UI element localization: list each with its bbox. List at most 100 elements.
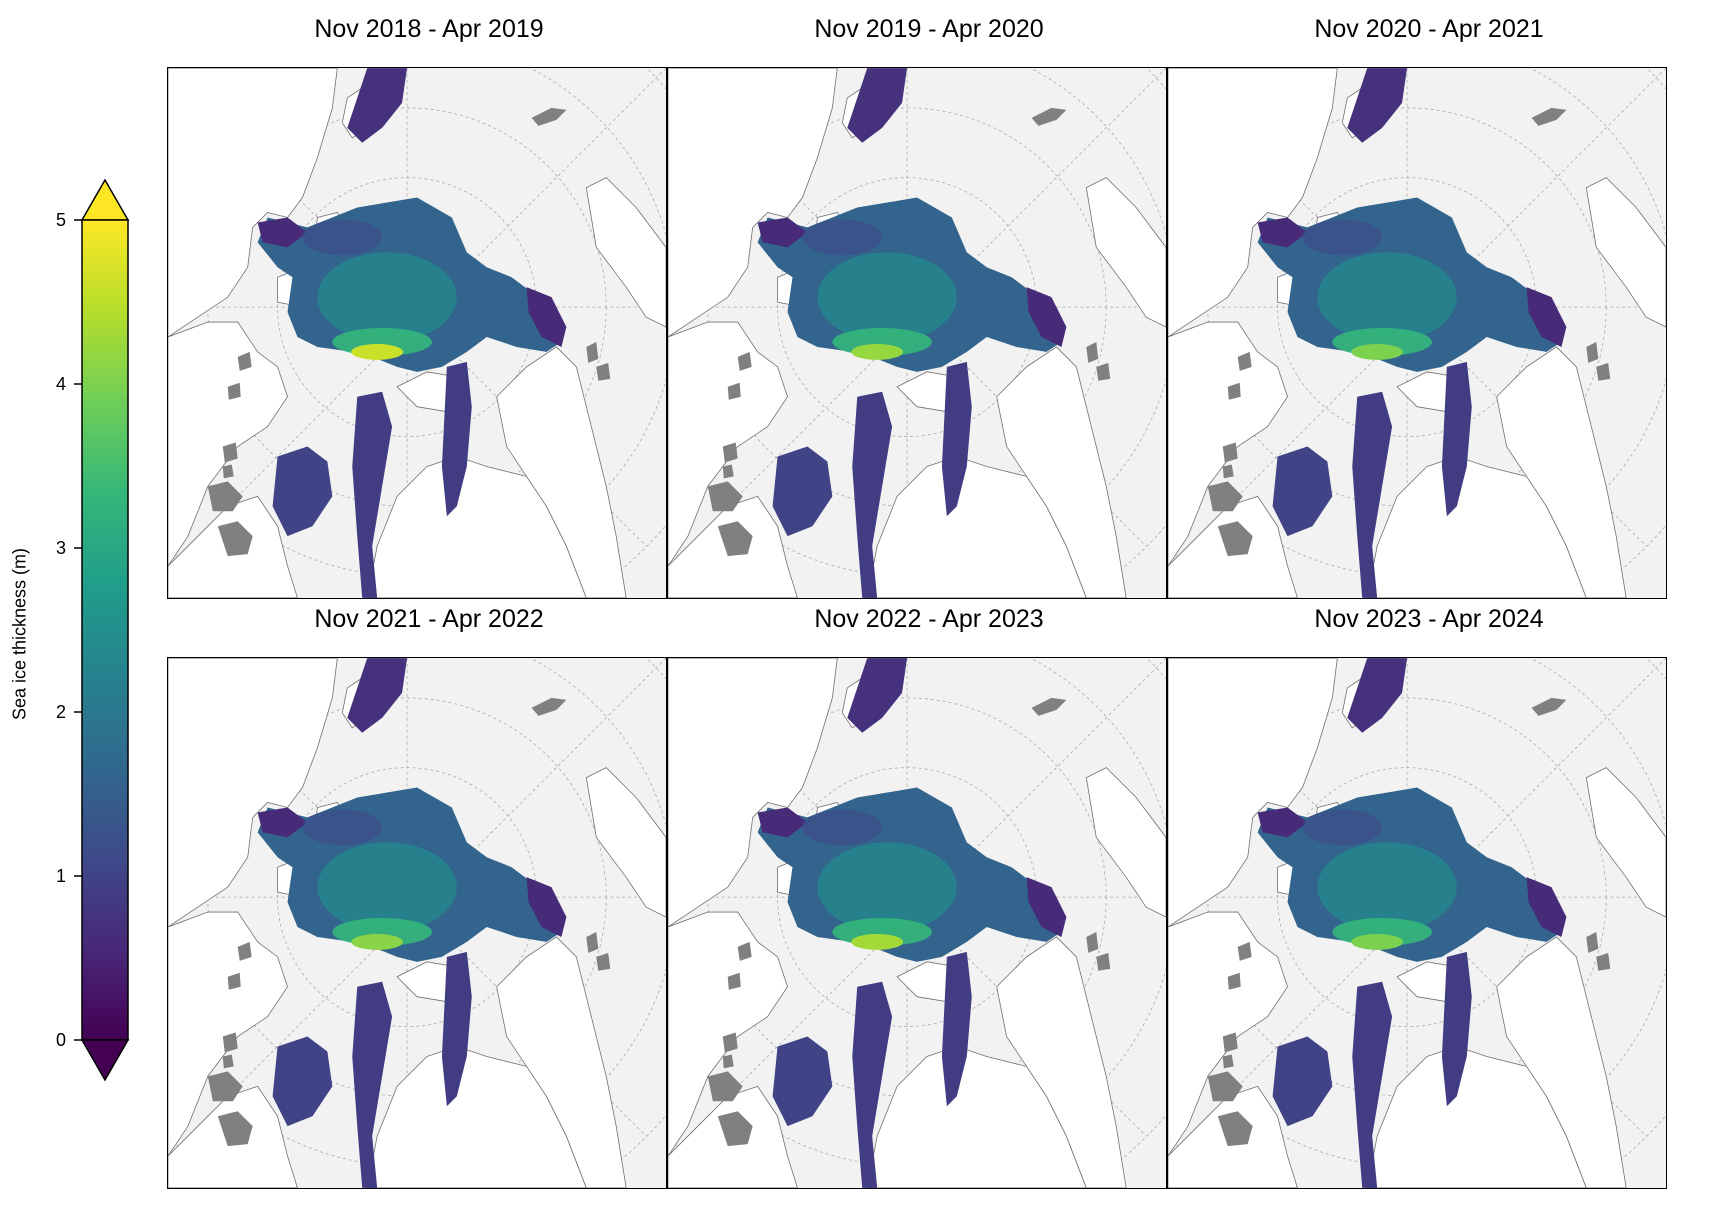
island [1222,1032,1238,1053]
panel-title: Nov 2019 - Apr 2020 [814,15,1044,43]
sea-ice [757,68,1067,598]
island [217,521,253,557]
colorbar-extend-bottom [80,1039,130,1082]
island [222,1054,234,1069]
island [1531,107,1567,126]
land [585,177,666,328]
island [207,1071,243,1102]
island [1031,107,1067,126]
island [1086,931,1099,953]
land [496,936,627,1188]
map-panel-2019 [667,67,1167,599]
land [1168,321,1288,567]
map-svg [668,68,1166,598]
land [668,68,838,338]
island [1531,697,1567,716]
map-svg [168,68,666,598]
island [707,1071,743,1102]
colorbar-body [81,219,129,1041]
island [1207,481,1243,512]
sea-ice [1257,658,1567,1188]
colorbar-label: Sea ice thickness (m) [9,547,30,721]
colorbar-extend-top [80,178,130,221]
island [586,341,599,363]
colorbar-tick-label: 3 [55,538,66,558]
island [727,972,741,990]
land [1496,346,1627,598]
panel-title: Nov 2022 - Apr 2023 [814,605,1044,633]
island [1086,341,1099,363]
map-svg [1168,658,1666,1188]
map-panel-2020 [1167,67,1667,599]
land [1168,68,1338,338]
island [586,931,599,953]
land [1168,658,1338,928]
island [1222,1054,1234,1069]
colorbar [70,175,160,1095]
island [217,1111,253,1147]
island [596,362,611,381]
map-panel-2018 [167,67,667,599]
island [222,464,234,479]
island [1217,1111,1253,1147]
land [1085,177,1166,328]
panel-title: Nov 2021 - Apr 2022 [314,605,544,633]
island [1222,442,1238,463]
island [1586,341,1599,363]
island [1207,1071,1243,1102]
island [722,1032,738,1053]
island [1096,362,1111,381]
land [1085,767,1166,918]
panel-title: Nov 2018 - Apr 2019 [314,15,544,43]
colorbar-tick-label: 4 [55,374,66,394]
land [1585,177,1666,328]
island [1227,382,1241,400]
island [717,1111,753,1147]
island [1096,952,1111,971]
sea-ice [257,68,567,598]
island [1031,697,1067,716]
map-panel-2021 [167,657,667,1189]
island [531,107,567,126]
island [1237,351,1252,371]
land [668,658,838,928]
island [222,442,238,463]
colorbar-tick-label: 2 [55,702,66,722]
island [722,1054,734,1069]
land [668,911,788,1157]
land [1496,936,1627,1188]
sea-ice [1257,68,1567,598]
island [722,442,738,463]
island [237,941,252,961]
sea-ice [757,658,1067,1188]
island [1596,362,1611,381]
island [596,952,611,971]
island [237,351,252,371]
land [668,321,788,567]
island [727,382,741,400]
island [737,941,752,961]
island [1237,941,1252,961]
land [1585,767,1666,918]
island [531,697,567,716]
panel-title: Nov 2023 - Apr 2024 [1314,605,1544,633]
island [707,481,743,512]
map-panel-2023 [1167,657,1667,1189]
island [227,972,241,990]
island [1222,464,1234,479]
land [996,936,1127,1188]
island [722,464,734,479]
island [1586,931,1599,953]
map-svg [1168,68,1666,598]
island [227,382,241,400]
land [585,767,666,918]
island [207,481,243,512]
land [1168,911,1288,1157]
colorbar-svg [74,178,130,1082]
colorbar-tick-label: 0 [55,1030,66,1050]
map-panel-2022 [667,657,1167,1189]
land [168,911,288,1157]
map-svg [668,658,1166,1188]
island [1217,521,1253,557]
land [168,658,338,928]
